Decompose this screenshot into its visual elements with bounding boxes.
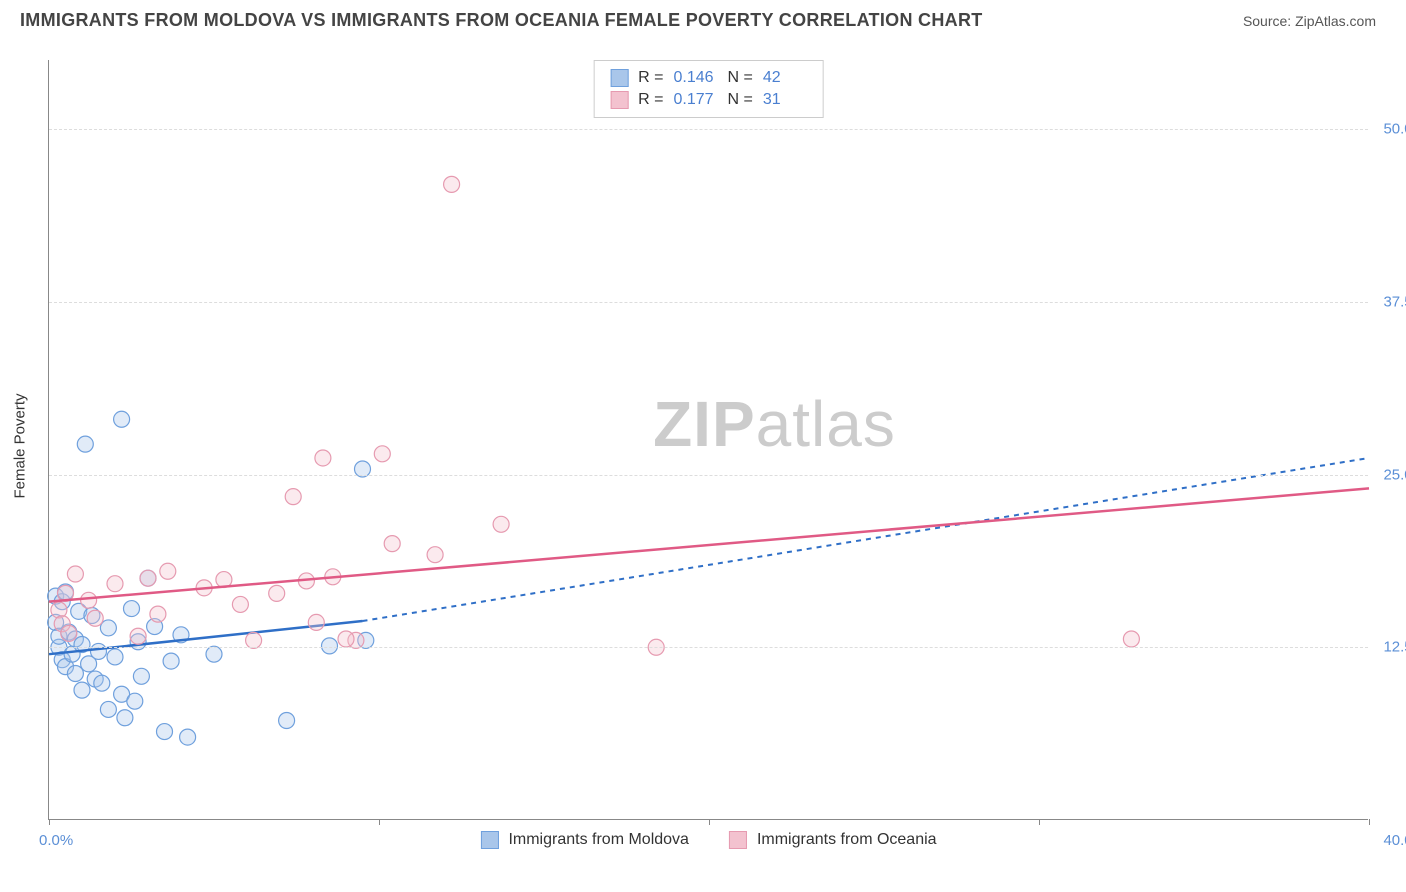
scatter-point-oceania	[384, 536, 400, 552]
scatter-point-oceania	[338, 631, 354, 647]
scatter-point-oceania	[444, 176, 460, 192]
legend-item-moldova: Immigrants from Moldova	[480, 831, 689, 849]
scatter-point-moldova	[127, 693, 143, 709]
scatter-point-oceania	[285, 489, 301, 505]
scatter-point-moldova	[67, 666, 83, 682]
scatter-point-moldova	[163, 653, 179, 669]
n-label: N =	[728, 91, 753, 109]
scatter-point-oceania	[87, 610, 103, 626]
scatter-point-oceania	[269, 585, 285, 601]
scatter-point-oceania	[67, 566, 83, 582]
scatter-point-oceania	[1123, 631, 1139, 647]
swatch-oceania	[729, 831, 747, 849]
r-value-oceania: 0.177	[674, 91, 718, 109]
scatter-point-moldova	[206, 646, 222, 662]
scatter-point-oceania	[308, 614, 324, 630]
scatter-point-oceania	[246, 632, 262, 648]
x-min-label: 0.0%	[39, 832, 73, 849]
scatter-point-moldova	[77, 436, 93, 452]
x-tick-mark	[709, 819, 710, 825]
y-tick-label: 12.5%	[1383, 639, 1406, 656]
swatch-moldova	[480, 831, 498, 849]
n-label: N =	[728, 69, 753, 87]
gridline	[49, 475, 1368, 476]
y-axis-label: Female Poverty	[12, 393, 29, 498]
x-tick-mark	[379, 819, 380, 825]
scatter-point-moldova	[94, 675, 110, 691]
scatter-point-moldova	[117, 710, 133, 726]
scatter-point-moldova	[74, 682, 90, 698]
x-tick-mark	[49, 819, 50, 825]
y-tick-label: 37.5%	[1383, 293, 1406, 310]
legend-label-oceania: Immigrants from Oceania	[757, 831, 937, 849]
scatter-point-oceania	[374, 446, 390, 462]
source-attribution: Source: ZipAtlas.com	[1243, 13, 1376, 29]
stats-row-oceania: R = 0.177 N = 31	[610, 89, 807, 111]
y-tick-label: 50.0%	[1383, 121, 1406, 138]
series-legend: Immigrants from Moldova Immigrants from O…	[480, 831, 936, 849]
scatter-point-moldova	[157, 724, 173, 740]
scatter-point-moldova	[114, 411, 130, 427]
stats-row-moldova: R = 0.146 N = 42	[610, 67, 807, 89]
scatter-point-oceania	[140, 570, 156, 586]
scatter-point-moldova	[100, 620, 116, 636]
scatter-point-moldova	[180, 729, 196, 745]
swatch-moldova	[610, 69, 628, 87]
r-label: R =	[638, 91, 663, 109]
correlation-stats-box: R = 0.146 N = 42 R = 0.177 N = 31	[593, 60, 824, 118]
trendline-oceania	[49, 488, 1369, 601]
n-value-oceania: 31	[763, 91, 807, 109]
gridline	[49, 647, 1368, 648]
scatter-chart: ZIPatlas R =0.146N =42R =0.177N =31 Immi…	[48, 60, 1368, 820]
x-tick-mark	[1369, 819, 1370, 825]
scatter-point-moldova	[100, 701, 116, 717]
scatter-point-oceania	[493, 516, 509, 532]
scatter-point-moldova	[91, 643, 107, 659]
trendline-ext-moldova	[363, 458, 1370, 621]
swatch-oceania	[610, 91, 628, 109]
scatter-point-oceania	[150, 606, 166, 622]
x-max-label: 40.0%	[1383, 832, 1406, 849]
legend-item-oceania: Immigrants from Oceania	[729, 831, 937, 849]
scatter-point-oceania	[160, 563, 176, 579]
chart-svg	[49, 60, 1368, 819]
scatter-point-moldova	[322, 638, 338, 654]
n-value-moldova: 42	[763, 69, 807, 87]
r-value-moldova: 0.146	[674, 69, 718, 87]
scatter-point-oceania	[232, 596, 248, 612]
scatter-point-moldova	[133, 668, 149, 684]
x-tick-mark	[1039, 819, 1040, 825]
scatter-point-oceania	[130, 628, 146, 644]
scatter-point-oceania	[61, 625, 77, 641]
page-title: IMMIGRANTS FROM MOLDOVA VS IMMIGRANTS FR…	[20, 10, 983, 31]
scatter-point-oceania	[427, 547, 443, 563]
gridline	[49, 129, 1368, 130]
r-label: R =	[638, 69, 663, 87]
scatter-point-oceania	[81, 592, 97, 608]
scatter-point-oceania	[107, 576, 123, 592]
y-tick-label: 25.0%	[1383, 466, 1406, 483]
scatter-point-moldova	[124, 601, 140, 617]
legend-label-moldova: Immigrants from Moldova	[508, 831, 689, 849]
gridline	[49, 302, 1368, 303]
scatter-point-moldova	[107, 649, 123, 665]
scatter-point-moldova	[279, 713, 295, 729]
scatter-point-oceania	[315, 450, 331, 466]
